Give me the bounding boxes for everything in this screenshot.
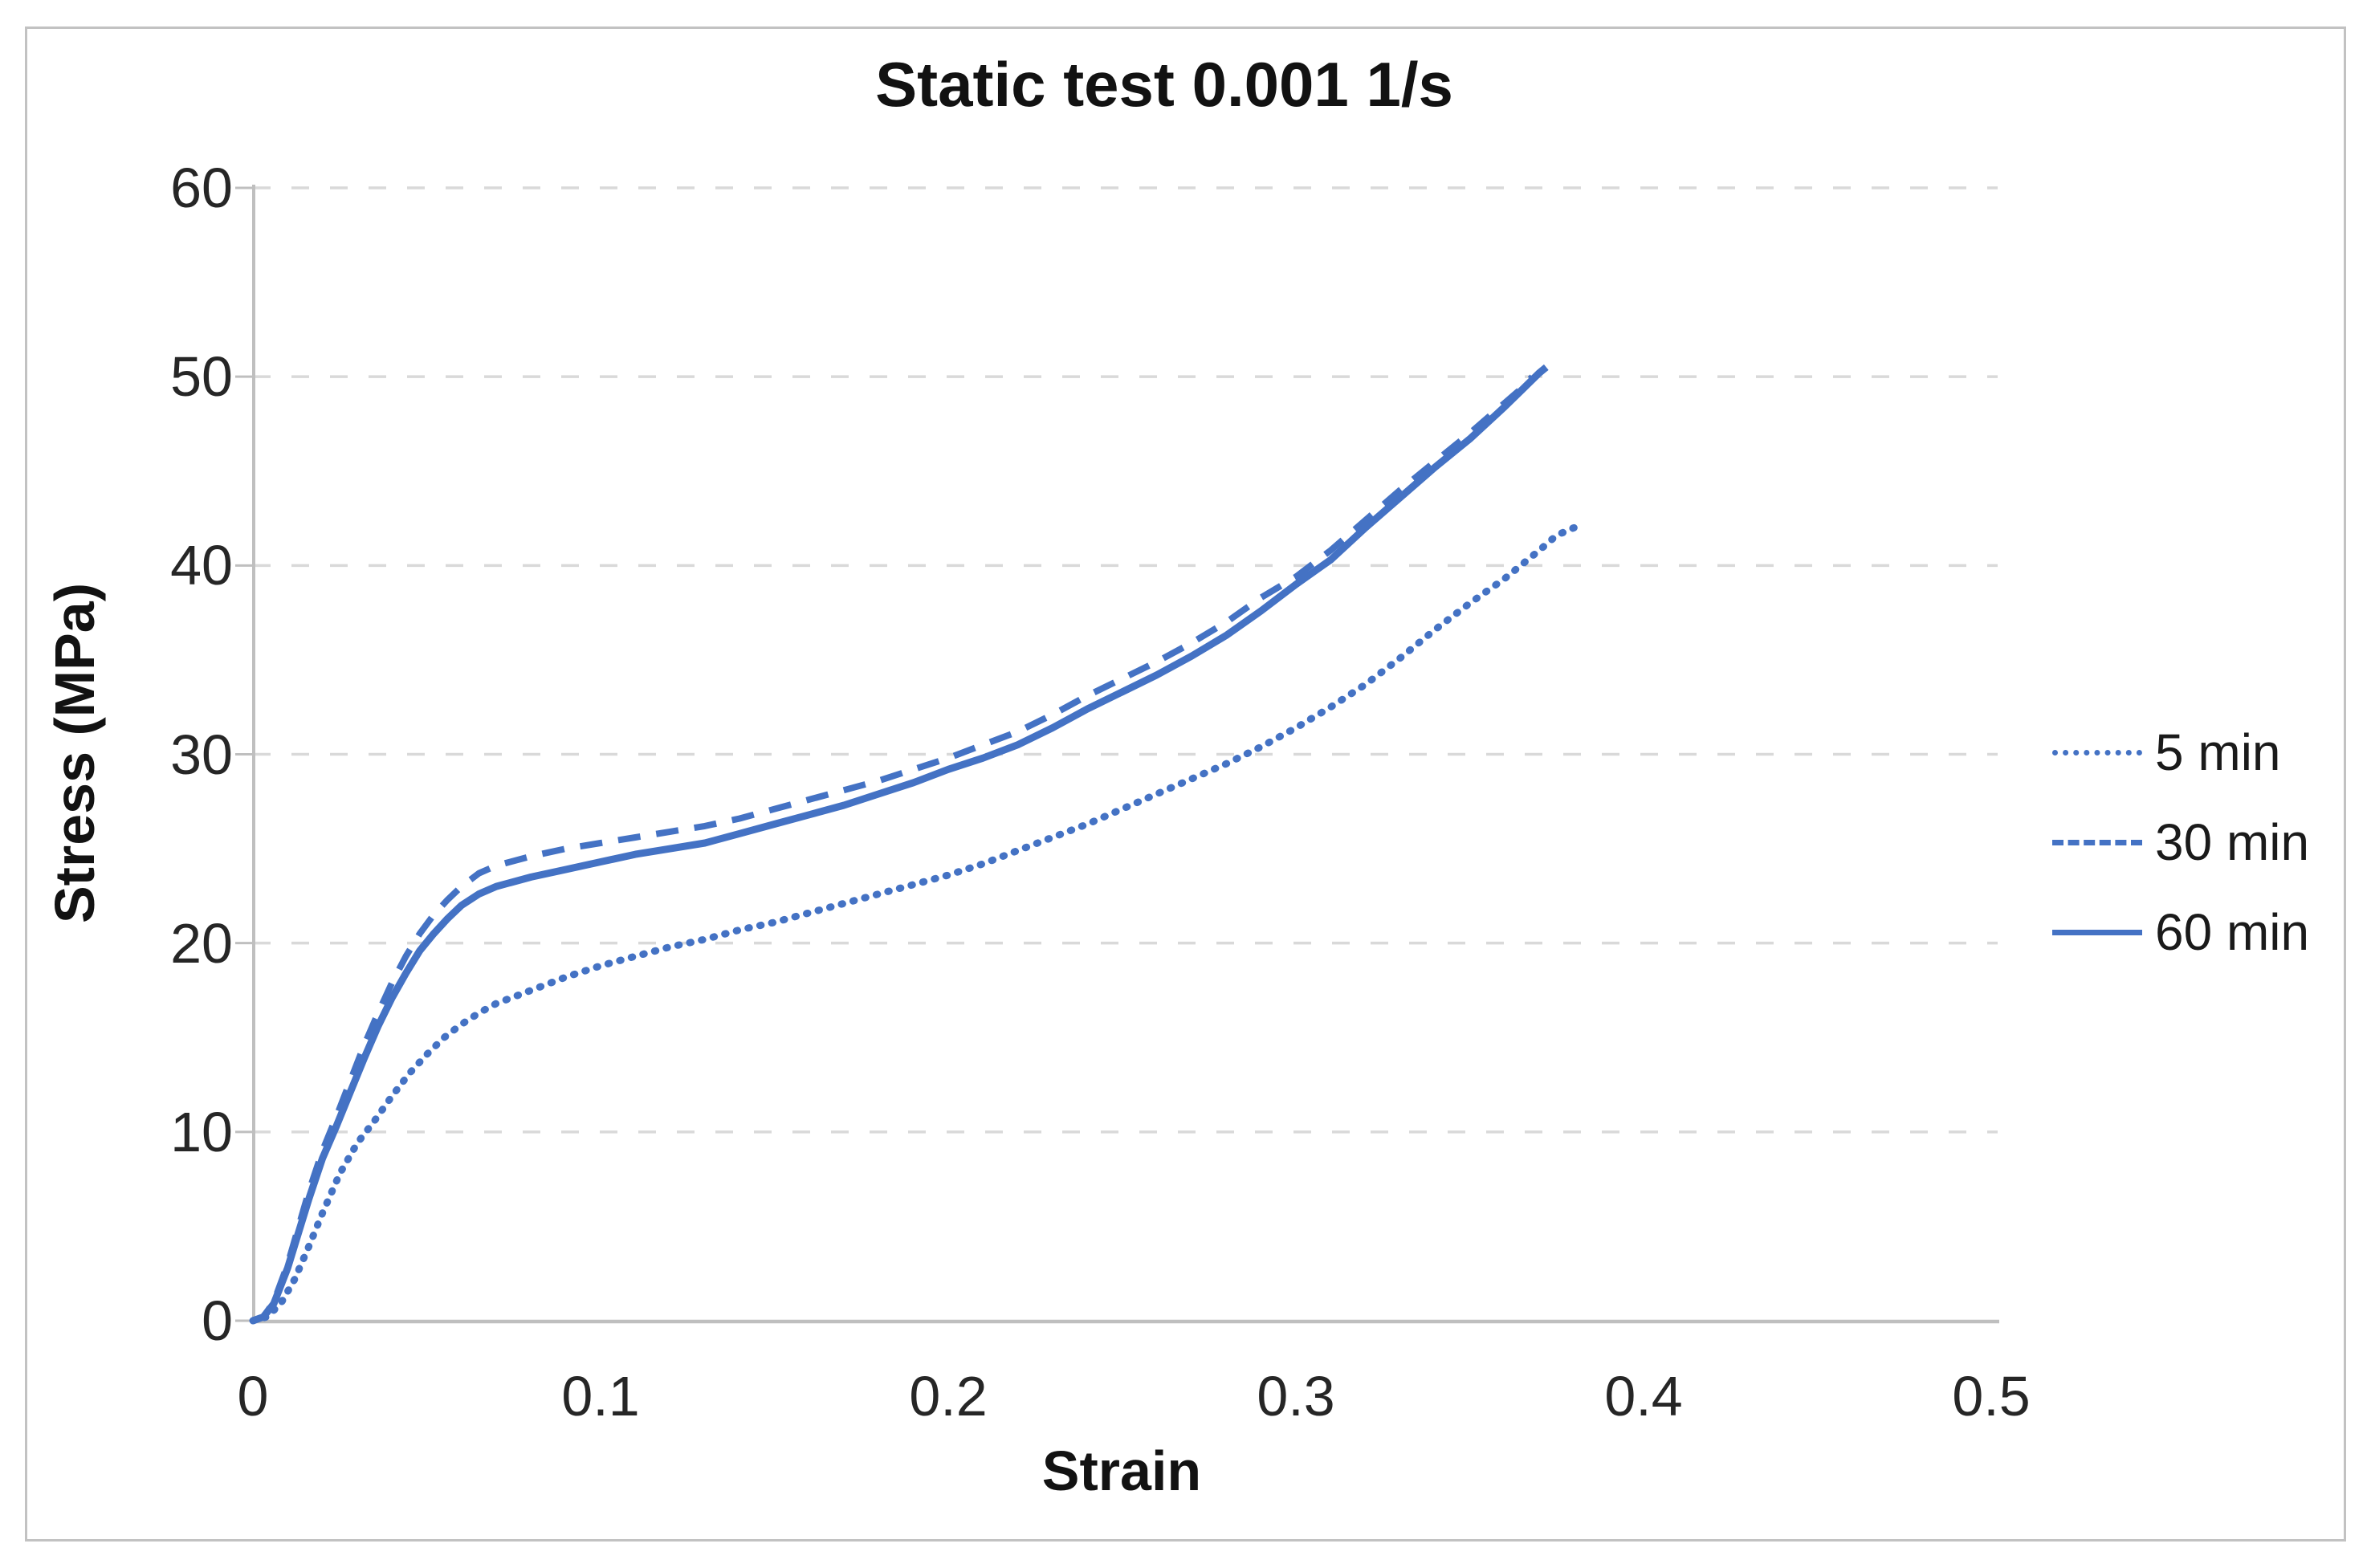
y-tick-label-0: 0 xyxy=(202,1289,233,1352)
x-tick-label-0.3: 0.3 xyxy=(1257,1365,1335,1427)
legend-line-sample-solid xyxy=(2052,929,2142,935)
x-tick-label-0.4: 0.4 xyxy=(1604,1365,1683,1427)
y-tick-label-40: 40 xyxy=(170,534,233,597)
legend-item-30min: 30 min xyxy=(2052,813,2309,872)
legend-item-60min: 60 min xyxy=(2052,902,2309,962)
legend: 5 min 30 min 60 min xyxy=(2052,723,2309,962)
y-tick-label-10: 10 xyxy=(170,1100,233,1163)
series-line-60-min xyxy=(251,364,1549,1325)
x-tick-label-0: 0 xyxy=(237,1365,269,1427)
legend-label: 60 min xyxy=(2155,903,2310,961)
x-tick-label-0.5: 0.5 xyxy=(1952,1365,2031,1427)
x-axis-title: Strain xyxy=(1041,1440,1202,1502)
y-tick-label-30: 30 xyxy=(170,723,233,786)
legend-label: 30 min xyxy=(2155,813,2310,871)
x-tick-label-0.2: 0.2 xyxy=(909,1365,988,1427)
series-line-5-min xyxy=(249,523,1578,1325)
legend-line-sample-dashed xyxy=(2052,839,2142,845)
legend-line-sample-dotted xyxy=(2052,749,2142,755)
y-tick-label-20: 20 xyxy=(170,911,233,975)
x-tick-label-0.1: 0.1 xyxy=(561,1365,640,1427)
legend-item-5min: 5 min xyxy=(2052,723,2309,782)
y-tick-label-50: 50 xyxy=(170,345,233,409)
legend-label: 5 min xyxy=(2155,723,2281,781)
series-line-30-min xyxy=(251,374,1535,1324)
chart-title: Static test 0.001 1/s xyxy=(875,49,1453,120)
y-tick-label-60: 60 xyxy=(170,157,233,219)
